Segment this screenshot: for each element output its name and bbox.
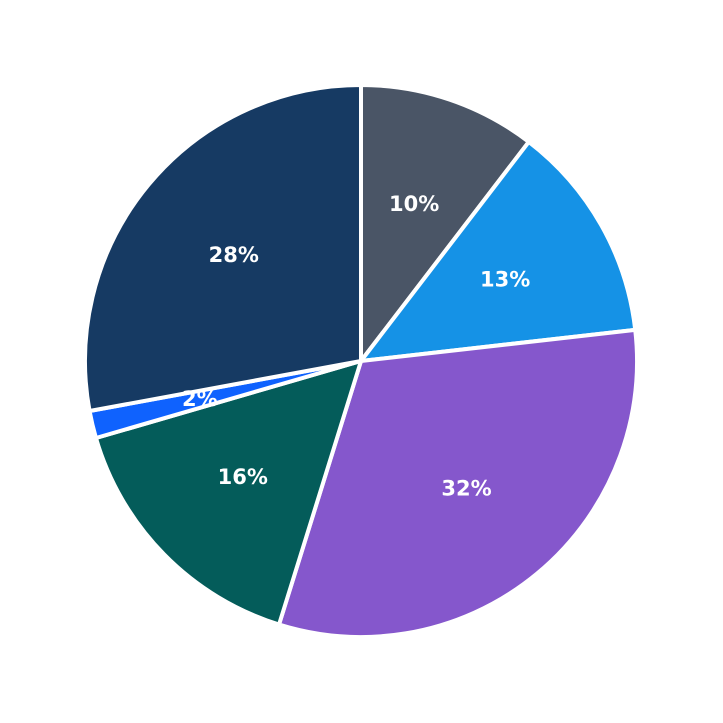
slice-label: 2% <box>182 387 218 411</box>
slice-label: 28% <box>209 243 259 267</box>
pie-slice <box>93 359 363 627</box>
pie-slice <box>359 83 531 363</box>
pie-slice <box>359 139 638 363</box>
slice-label: 32% <box>441 477 491 501</box>
pie-labels: 10% 13% 32% 16% 2% 28% <box>182 192 530 500</box>
pie-slice <box>83 83 363 414</box>
slice-label: 16% <box>218 465 268 489</box>
pie-slices <box>83 83 639 639</box>
slice-label: 10% <box>389 192 439 216</box>
pie-slice <box>277 327 639 639</box>
slice-label: 13% <box>480 267 530 291</box>
